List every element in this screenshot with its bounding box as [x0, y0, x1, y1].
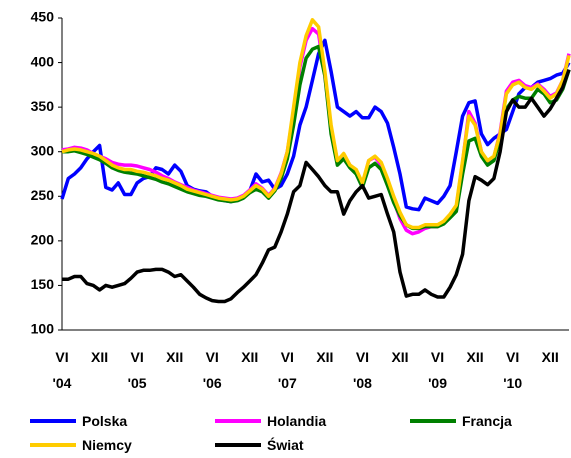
x-tick-label: XII [241, 349, 259, 365]
y-tick-label: 150 [31, 276, 55, 292]
legend-label: Świat [267, 437, 304, 453]
y-tick-label: 250 [31, 187, 55, 203]
legend-item: Holandia [215, 413, 326, 429]
x-tick-label: XII [90, 349, 109, 365]
legend-item: Polska [30, 413, 127, 429]
legend-label: Francja [462, 413, 512, 429]
x-tick-label: VI '06 [202, 349, 222, 391]
x-tick-label: XII [391, 349, 409, 365]
series-line [62, 44, 571, 231]
y-tick-label: 300 [31, 142, 55, 158]
x-tick-label: VI '04 [52, 349, 72, 391]
legend-label: Holandia [267, 413, 327, 429]
x-tick-label: VI '05 [127, 349, 147, 391]
series-line [62, 69, 571, 304]
x-tick-label: VI '10 [503, 349, 523, 391]
legend-item: Świat [215, 437, 304, 453]
series-line [60, 38, 571, 212]
x-tick-label: VI '07 [277, 349, 297, 391]
legend-label: Polska [82, 413, 128, 429]
y-tick-label: 100 [31, 321, 55, 337]
y-tick-label: 400 [31, 53, 55, 69]
x-tick-label: XII [166, 349, 184, 365]
legend-item: Niemcy [30, 437, 132, 453]
legend-label: Niemcy [82, 437, 132, 453]
legend-swatch [30, 443, 76, 447]
y-tick-label: 200 [31, 232, 55, 248]
legend-swatch [215, 419, 261, 423]
series-line [61, 18, 571, 230]
x-tick-label: XII [316, 349, 334, 365]
y-tick-label: 450 [31, 9, 55, 25]
legend-item: Francja [410, 413, 512, 429]
x-tick-label: XII [541, 349, 559, 365]
y-tick-label: 350 [31, 98, 55, 114]
x-tick-label: XII [466, 349, 484, 365]
x-tick-label: VI '09 [428, 349, 447, 391]
x-tick-label: VI '08 [352, 349, 372, 391]
legend-swatch [410, 419, 456, 423]
legend-swatch [30, 419, 76, 423]
legend-swatch [215, 443, 261, 447]
